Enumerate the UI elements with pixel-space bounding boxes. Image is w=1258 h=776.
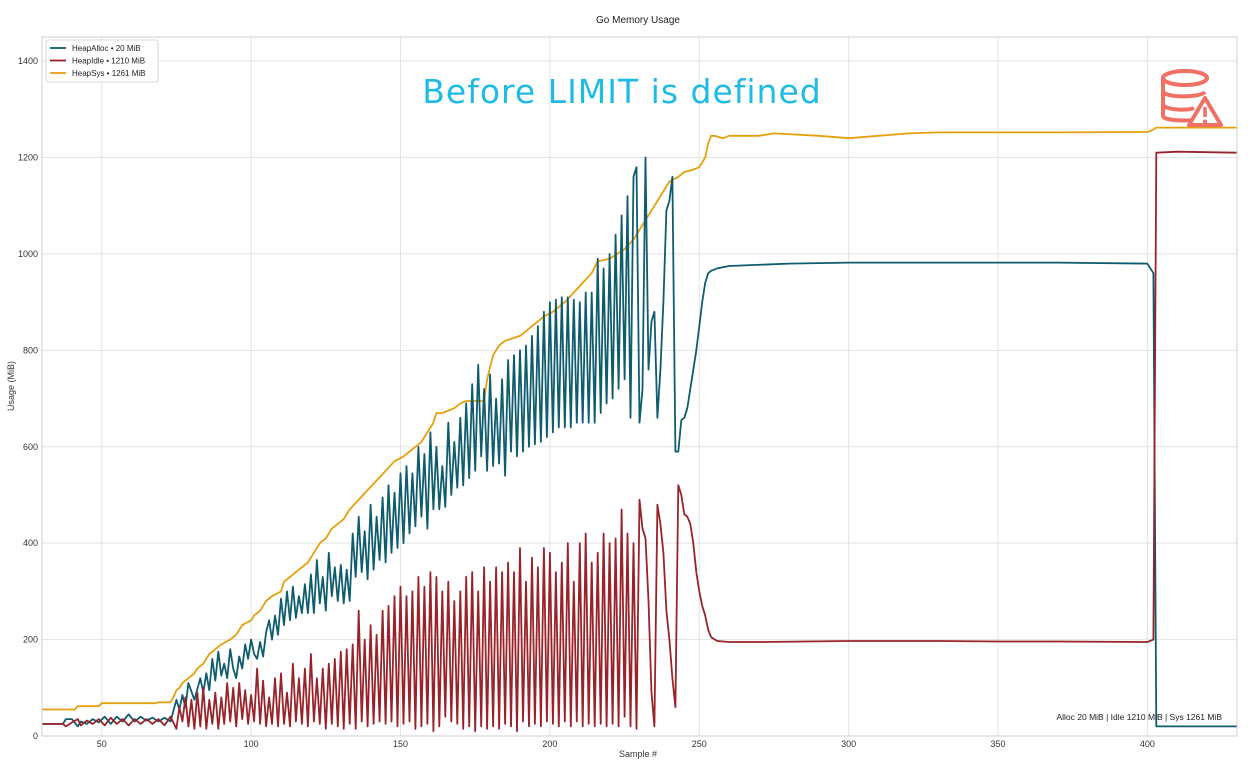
legend: HeapAlloc • 20 MiB HeapIdle • 1210 MiB Hea…: [45, 39, 159, 83]
legend-label-heapsys: HeapSys • 1261 MiB: [72, 69, 146, 78]
y-tick-label: 600: [23, 442, 38, 452]
x-tick-label: 300: [841, 739, 856, 749]
legend-box: [45, 39, 159, 83]
x-tick-label: 150: [393, 739, 408, 749]
database-warning-icon: [1161, 69, 1223, 127]
series-line-heapidle: [42, 150, 1238, 733]
annotation-text: Before LIMIT is defined: [422, 72, 821, 111]
x-tick-label: 250: [692, 739, 707, 749]
series-lines: [42, 126, 1238, 733]
y-tick-label: 200: [23, 635, 38, 645]
x-tick-labels: 50 100 150 200 250 300 350 400: [97, 739, 1155, 749]
series-line-heapalloc: [42, 156, 1237, 728]
y-axis-label: Usage (MiB): [6, 361, 16, 411]
chart-title: Go Memory Usage: [596, 15, 680, 26]
x-tick-label: 200: [542, 739, 557, 749]
y-tick-label: 400: [23, 538, 38, 548]
y-tick-label: 1400: [18, 56, 38, 66]
y-tick-label: 0: [33, 731, 38, 741]
series-line-heapsys: [42, 126, 1237, 711]
summary-footer: Alloc 20 MiB | Idle 1210 MiB | Sys 1261 …: [1056, 712, 1222, 722]
y-tick-label: 1000: [18, 249, 38, 259]
y-tick-label: 800: [23, 345, 38, 355]
x-axis-label: Sample #: [619, 749, 657, 759]
x-tick-label: 100: [244, 739, 259, 749]
x-tick-label: 50: [97, 739, 107, 749]
y-tick-label: 1200: [18, 153, 38, 163]
plot-frame: [41, 36, 1238, 737]
x-tick-label: 350: [990, 739, 1005, 749]
y-tick-labels: 0 200 400 600 800 1000 1200 1400: [18, 56, 38, 741]
legend-label-heapalloc: HeapAlloc • 20 MiB: [72, 44, 141, 53]
x-tick-label: 400: [1140, 739, 1155, 749]
legend-label-heapidle: HeapIdle • 1210 MiB: [72, 57, 145, 66]
